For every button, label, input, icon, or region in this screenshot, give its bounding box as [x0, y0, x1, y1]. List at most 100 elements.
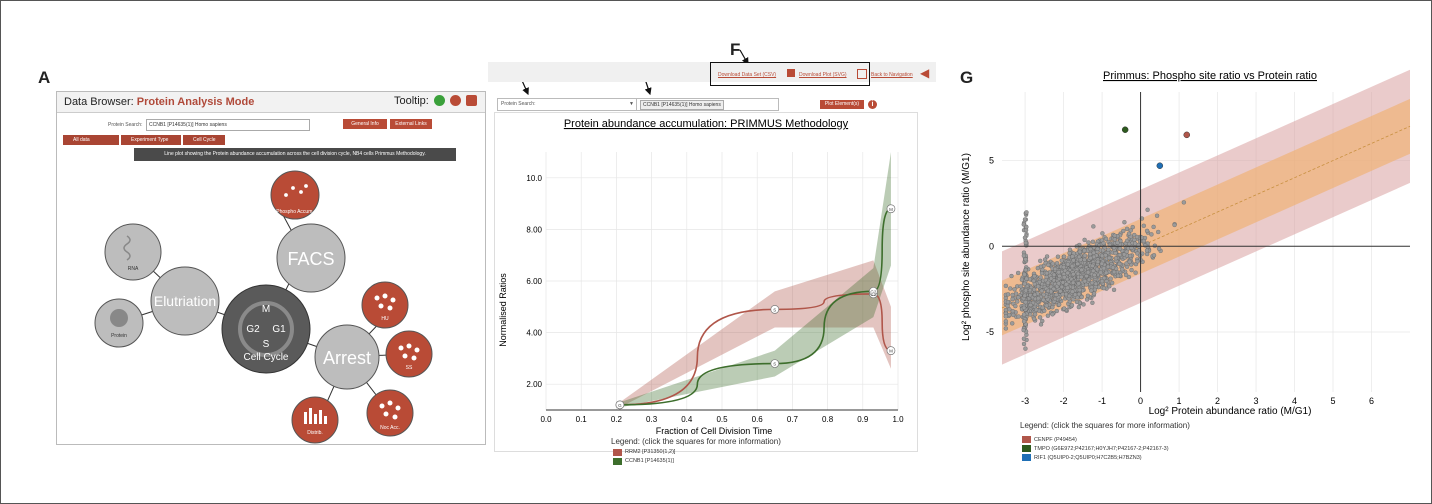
- arrest-label: Arrest: [323, 348, 371, 368]
- x-tick-label: 0.6: [752, 415, 764, 424]
- phase-marker-label: G2: [870, 289, 877, 294]
- legend-swatch-tmpo[interactable]: [1022, 445, 1031, 452]
- plot-toolbar: [488, 62, 936, 82]
- title-prefix: Data Browser:: [64, 96, 134, 108]
- distrib-node[interactable]: Distrib.: [291, 396, 339, 444]
- tooltip-label: Tooltip:: [393, 95, 429, 107]
- confidence-band-0: [619, 260, 891, 408]
- scatter-point: [1038, 258, 1043, 263]
- external-links-button[interactable]: External Links: [390, 119, 432, 129]
- phase-marker-label: M: [889, 207, 893, 212]
- ss-node[interactable]: SS: [385, 330, 433, 378]
- scatter-point: [1086, 277, 1092, 282]
- breadcrumb-experiment-type[interactable]: Experiment Type: [121, 135, 181, 145]
- protein-label: Protein: [111, 333, 127, 339]
- scatter-point: [1111, 269, 1117, 275]
- scatter-point: [1091, 250, 1096, 255]
- x-tick-label: 0.7: [787, 415, 799, 424]
- scatter-point: [1048, 289, 1054, 294]
- rna-label: RNA: [128, 266, 139, 272]
- phase-marker-label: S: [773, 307, 776, 312]
- x-tick-label: 5: [1331, 396, 1336, 406]
- image-icon[interactable]: [857, 69, 867, 79]
- scatter-point: [1085, 270, 1091, 275]
- hu-node[interactable]: HU: [361, 281, 409, 329]
- scatter-point: [1088, 246, 1093, 252]
- arrow-left-icon[interactable]: ◀: [920, 66, 930, 80]
- y-tick-label: 5: [989, 156, 994, 166]
- noc-node[interactable]: Noc Acc.: [366, 389, 414, 437]
- protein-search-select[interactable]: Protein Search: ▼: [497, 98, 638, 111]
- scatter-point: [1022, 293, 1027, 298]
- plot-elements-button[interactable]: Plot Element(s): [820, 100, 864, 109]
- legend-swatch-cenpf[interactable]: [1022, 436, 1031, 443]
- legend-swatch-ccnb1[interactable]: [613, 458, 622, 465]
- scatter-point: [1088, 251, 1093, 257]
- scatter-point: [1141, 223, 1146, 228]
- scatter-point: [1133, 270, 1138, 275]
- general-info-button[interactable]: General Info: [343, 119, 387, 129]
- arrest-node[interactable]: Arrest: [314, 324, 380, 390]
- protein-tag[interactable]: CCNB1 [P14635(1)] Homo sapiens: [640, 100, 724, 110]
- twitter-icon[interactable]: [466, 95, 477, 106]
- scatter-point: [1040, 305, 1045, 310]
- series-lines: GSG2MGSG2M: [615, 204, 896, 410]
- scatter-point: [1076, 304, 1081, 310]
- breadcrumb-all-data[interactable]: All data: [63, 135, 119, 145]
- legend-swatch-rif1[interactable]: [1022, 454, 1031, 461]
- scatter-point: [1035, 265, 1040, 271]
- analysis-mode-label: Protein Analysis Mode: [136, 96, 255, 108]
- scatter-point: [1076, 281, 1081, 286]
- protein-search-input[interactable]: CCNB1 [P14635(1)] Homo sapiens: [146, 119, 310, 131]
- download-csv-link[interactable]: Download Data Set (CSV): [718, 72, 777, 78]
- x-tick-label: 6: [1369, 396, 1374, 406]
- cell-cycle-node[interactable]: M G2 G1 S Cell Cycle: [221, 284, 311, 374]
- scatter-point: [1032, 312, 1038, 317]
- elutriation-node[interactable]: Elutriation: [150, 266, 220, 336]
- x-axis-label-g: Log² Protein abundance ratio (M/G1): [1149, 406, 1312, 417]
- series-line-0: [619, 293, 892, 406]
- scatter-point: [1021, 319, 1027, 324]
- y-tick-label: 8.00: [526, 225, 542, 234]
- x-tick-label: 0: [1138, 396, 1143, 406]
- scatter-point: [1123, 272, 1129, 278]
- scatter-point: [1064, 282, 1069, 287]
- scatter-point: [1112, 233, 1117, 238]
- x-tick-label: 1: [1177, 396, 1182, 406]
- facs-node[interactable]: FACS: [276, 223, 346, 293]
- download-svg-link[interactable]: Download Plot (SVG): [799, 72, 847, 78]
- phase-s-label: S: [263, 339, 270, 350]
- scatter-point: [1122, 220, 1127, 225]
- scatter-point: [1156, 246, 1162, 251]
- protein-node[interactable]: Protein: [94, 298, 144, 348]
- y-axis-label-g: Log² phospho site abundance ratio (M/G1): [961, 153, 972, 341]
- scatter-point: [1039, 271, 1045, 276]
- info-icon[interactable]: [449, 95, 461, 106]
- download-icon[interactable]: [787, 69, 795, 77]
- legend-label-rrm2: RRM2 [P31350(1,2)]: [625, 449, 676, 455]
- scatter-point: [1015, 299, 1020, 304]
- scatter-point: [1107, 255, 1112, 261]
- x-tick-label: 0.5: [716, 415, 728, 424]
- checkmark-icon[interactable]: [433, 95, 445, 106]
- back-to-navigation-link[interactable]: Back to Navigation: [871, 72, 913, 78]
- info-icon[interactable]: i: [868, 100, 877, 109]
- scatter-point: [1117, 261, 1122, 267]
- scatter-point: [1036, 296, 1041, 301]
- scatter-point: [1005, 292, 1011, 297]
- breadcrumb-cell-cycle[interactable]: Cell Cycle: [183, 135, 225, 145]
- scatter-point: [1101, 275, 1107, 281]
- chart-title-g: Primmus: Phospho site ratio vs Protein r…: [1103, 70, 1317, 82]
- phase-marker: [770, 359, 780, 368]
- scatter-point: [1038, 322, 1044, 327]
- scatter-point: [1100, 231, 1105, 236]
- phospho-accum-node[interactable]: Phospho Accum.: [270, 170, 320, 220]
- rna-node[interactable]: RNA: [104, 223, 162, 281]
- scatter-point: [1028, 302, 1033, 308]
- scatter-point: [1107, 284, 1112, 289]
- legend-swatch-rrm2[interactable]: [613, 449, 622, 456]
- scatter-point: [1032, 274, 1037, 279]
- scatter-point: [1082, 253, 1088, 258]
- scatter-point: [1151, 253, 1157, 258]
- selected-proteins-field[interactable]: CCNB1 [P14635(1)] Homo sapiens: [636, 98, 779, 111]
